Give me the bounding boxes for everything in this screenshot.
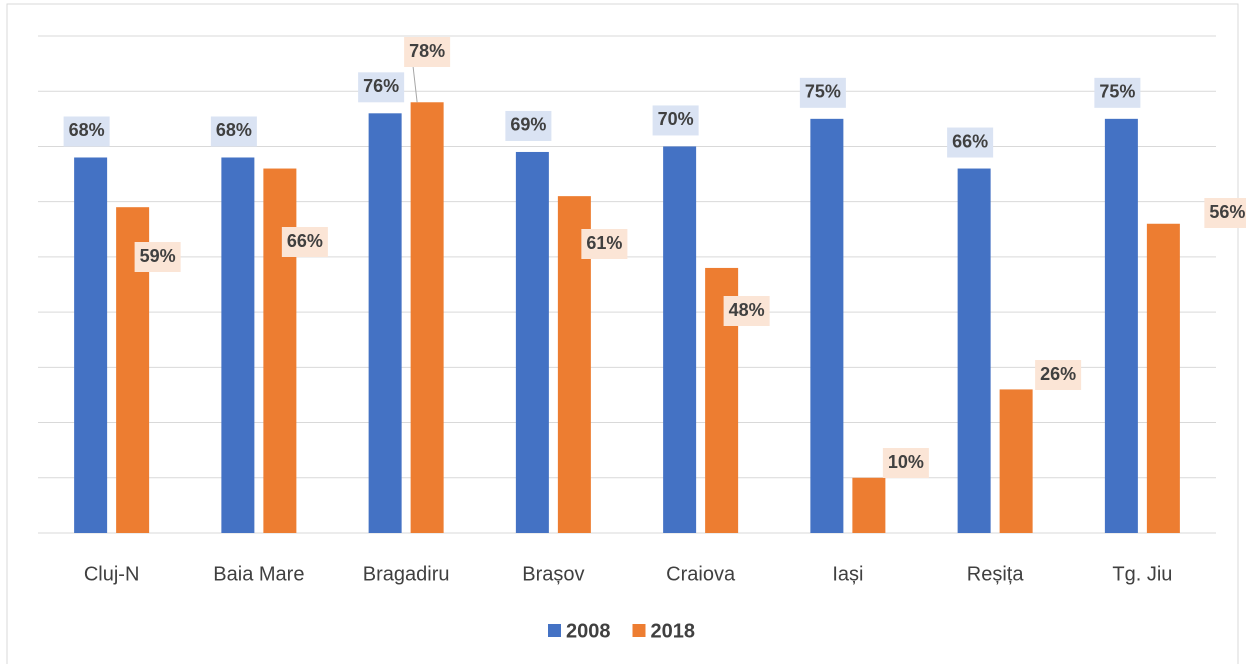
data-label-box [505,110,552,141]
bar [810,118,844,533]
bar [999,389,1033,533]
data-label-box [358,72,405,103]
data-label: 66% [287,231,323,251]
legend-swatch [548,624,561,637]
data-label-box [723,296,770,326]
data-label-box [1035,360,1082,390]
data-label: 68% [216,120,252,140]
chart-frame [6,3,1239,664]
data-label: 75% [1099,82,1135,102]
data-label-box [652,105,699,136]
data-label-box [799,77,846,108]
data-label-box [281,227,328,257]
data-label: 66% [952,131,988,151]
bar [957,168,991,534]
data-label: 75% [805,82,841,102]
legend-label: 2018 [651,620,696,642]
legend-swatch [632,624,646,637]
bar [515,151,549,533]
x-tick-label: Baia Mare [213,563,304,585]
bar [368,113,402,534]
data-label: 26% [1040,364,1076,384]
data-label-box [1204,198,1246,228]
data-label-box [404,37,451,67]
data-label-box [1094,77,1141,108]
leader-line [412,66,418,103]
x-tick-label: Tg. Jiu [1112,563,1172,585]
data-label: 70% [658,109,694,129]
bar [74,157,108,533]
x-tick-label: Reșița [967,563,1025,585]
data-label: 61% [586,233,622,253]
data-label: 56% [1209,202,1245,222]
bar [221,157,255,533]
bar [1104,118,1138,533]
bar [1146,223,1180,533]
data-label: 69% [510,115,546,135]
data-label: 48% [729,300,765,320]
x-tick-label: Iași [832,563,863,585]
bar [410,102,444,534]
x-tick-label: Bragadiru [363,563,450,585]
bar [663,146,697,533]
data-label: 59% [140,246,176,266]
legend-label: 2008 [566,620,611,642]
bar [852,477,886,533]
data-label-box [947,127,994,158]
x-tick-label: Brașov [522,563,584,585]
data-label-box [210,116,257,147]
x-tick-label: Craiova [666,563,736,585]
bar [263,168,297,534]
data-label: 68% [69,120,105,140]
data-label: 78% [409,41,445,61]
data-label-box [882,448,929,478]
data-label-box [134,242,181,272]
data-label-box [63,116,110,147]
x-tick-label: Cluj-N [84,563,140,585]
data-label: 76% [363,76,399,96]
data-label: 10% [888,452,924,472]
data-label-box [581,229,628,259]
